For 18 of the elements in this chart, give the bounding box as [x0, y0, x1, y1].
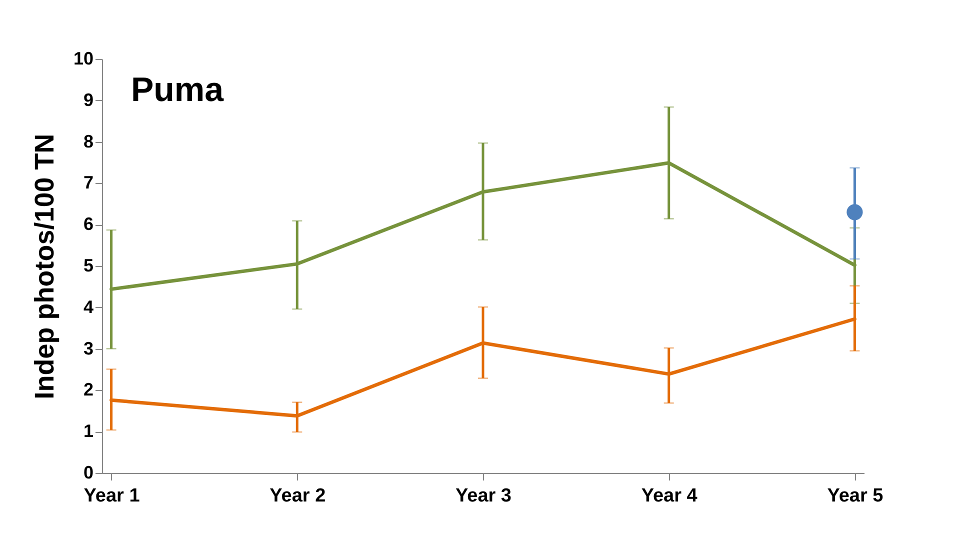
y-tick-label: 7: [83, 172, 94, 193]
y-tick-label: 1: [83, 421, 94, 442]
x-tick-label: Year 5: [827, 486, 884, 506]
y-tick-label: 3: [83, 338, 94, 358]
y-tick-label: 9: [83, 90, 94, 110]
y-tick-label: 10: [73, 48, 94, 68]
y-axis-title: Indep photos/100 TN: [29, 134, 60, 400]
y-tick-label: 5: [83, 256, 94, 276]
x-tick-label: Year 2: [270, 486, 326, 506]
y-tick-label: 6: [83, 214, 94, 234]
x-tick-label: Year 1: [84, 486, 140, 506]
y-tick-label: 8: [83, 131, 94, 152]
x-tick-label: Year 4: [641, 486, 698, 506]
chart-title: Puma: [130, 71, 225, 109]
x-tick-label: Year 3: [456, 486, 512, 506]
y-tick-label: 4: [83, 296, 94, 317]
y-tick-label: 0: [83, 462, 94, 482]
y-tick-label: 2: [83, 380, 94, 400]
